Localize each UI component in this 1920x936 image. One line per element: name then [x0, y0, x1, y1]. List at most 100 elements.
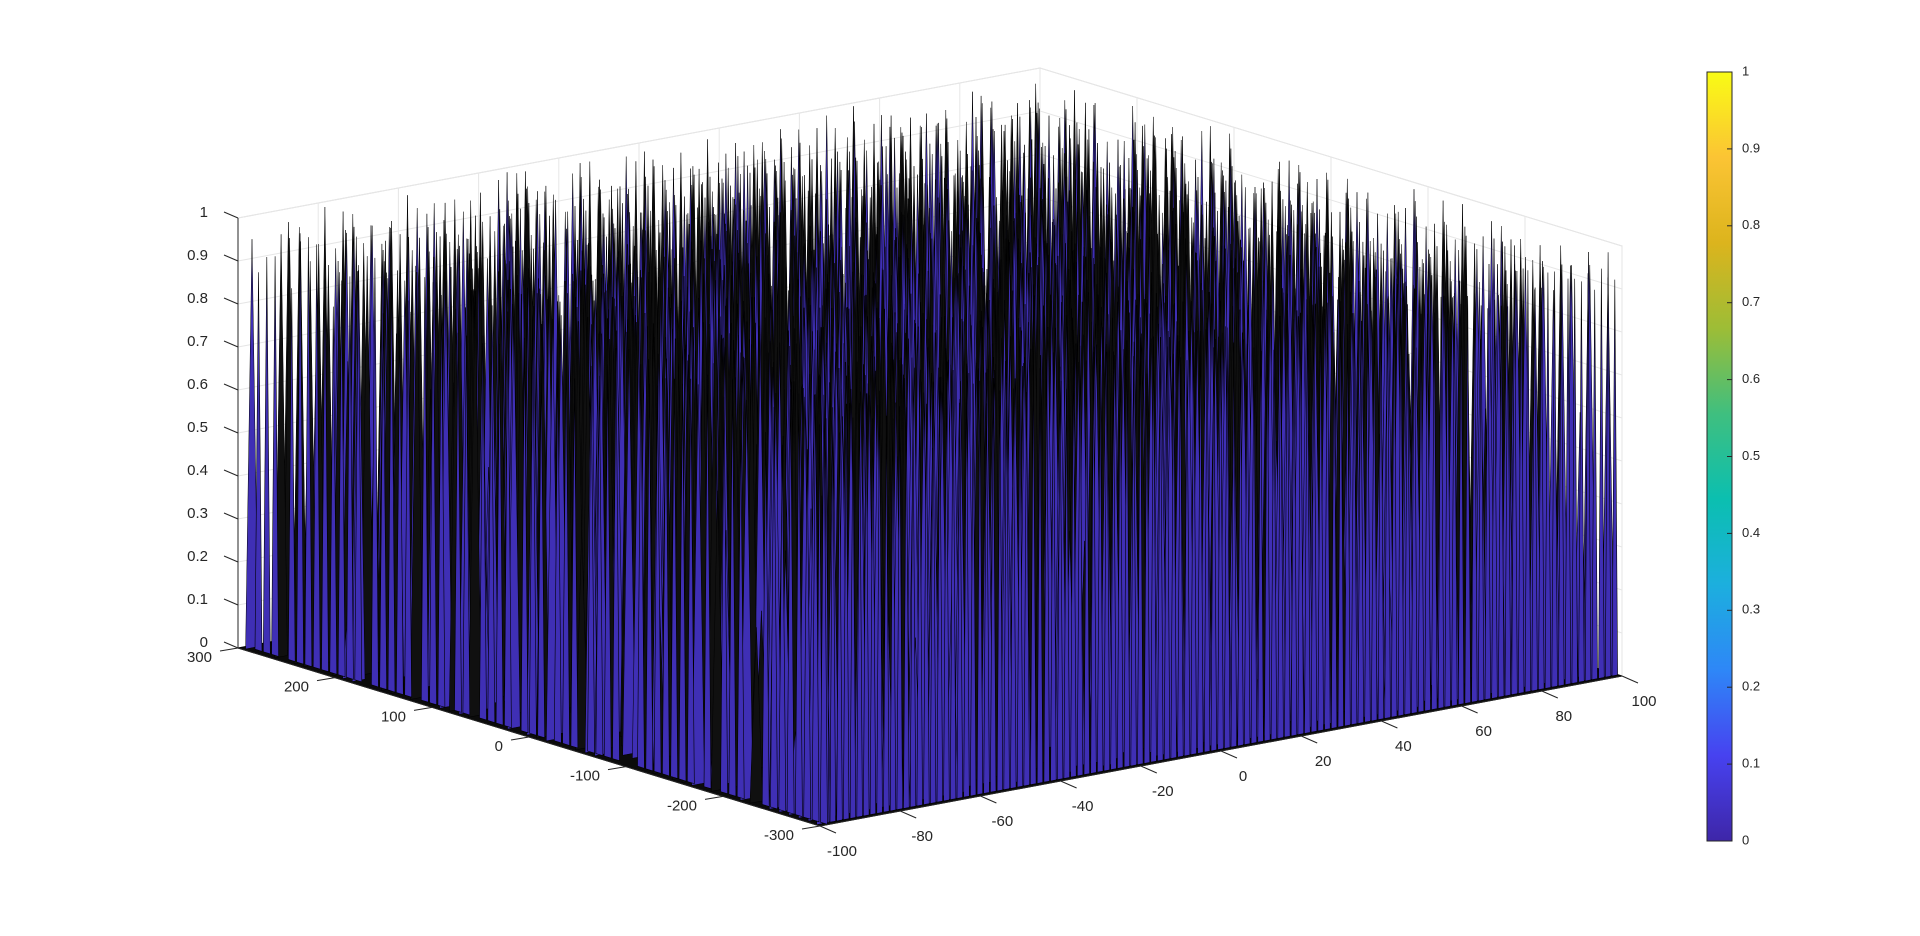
surface-spike-side — [795, 393, 803, 818]
surface-spike-side — [495, 343, 504, 726]
x-tick-label: 20 — [1315, 753, 1332, 770]
y-tick-label: -300 — [764, 827, 794, 844]
surface-spike-front — [1277, 321, 1284, 739]
surface-spike-front — [1504, 306, 1512, 697]
surface-spike-front — [1250, 347, 1258, 744]
surface-spike-front — [929, 381, 937, 804]
surface-spike-front — [1571, 278, 1578, 684]
surface-spike-side — [770, 406, 778, 810]
y-axis: -300 -200 -100 0 100 200 300 — [187, 647, 821, 844]
x-tick-mark — [980, 795, 997, 804]
z-tick-mark — [223, 383, 239, 391]
y-tick-label: 300 — [187, 649, 212, 666]
surface-spike-front — [1203, 322, 1211, 753]
surface-spike — [360, 256, 374, 676]
y-tick-label: 0 — [495, 738, 503, 755]
surface-spike-front — [1016, 368, 1024, 788]
y-tick-mark — [219, 647, 239, 652]
surface-spike-front — [1030, 364, 1037, 786]
surface-spike-front — [1451, 293, 1458, 707]
surface-spike-front — [1304, 314, 1311, 734]
surface-spike-front — [1197, 330, 1204, 754]
surface-spike-front — [1076, 345, 1084, 777]
surface-spike-front — [909, 410, 917, 808]
surface-spike — [468, 290, 482, 718]
x-tick-label: 0 — [1239, 768, 1247, 785]
x-tick-label: -100 — [827, 843, 857, 860]
surface-spike-front — [1110, 371, 1117, 771]
surface-spike-front — [1330, 332, 1338, 729]
z-tick-mark — [223, 469, 239, 477]
surface-spike-front — [1117, 356, 1124, 769]
surface-spike-side — [537, 370, 546, 739]
z-tick-label: 0.5 — [187, 419, 208, 436]
z-tick-label: 0.9 — [187, 247, 208, 264]
z-tick-mark — [223, 555, 239, 563]
x-tick-mark — [1140, 765, 1158, 774]
surface-spike-side — [736, 430, 745, 800]
surface-spike — [749, 627, 763, 804]
surface-spike-front — [1344, 324, 1351, 727]
surface-spike-front — [1003, 382, 1010, 791]
surface-spike-side — [346, 276, 354, 680]
surface-spike-side — [387, 270, 396, 693]
y-tick-mark — [413, 706, 433, 711]
surface-spike-side — [529, 319, 537, 736]
surface-spike-side — [254, 272, 263, 652]
surface-spike-side — [653, 385, 662, 774]
surface-spike-side — [304, 237, 313, 668]
surface-spike-front — [1437, 296, 1445, 709]
surface-spike-side — [395, 327, 404, 696]
surface-spike-side — [595, 375, 604, 757]
surface-spike-front — [1384, 298, 1391, 719]
surface-spike-front — [1591, 289, 1598, 681]
y-tick-label: 100 — [381, 708, 406, 725]
surface-spike-front — [849, 417, 857, 819]
surface-spike-side — [329, 306, 338, 675]
surface-spike-front — [1123, 340, 1131, 768]
colorbar-tick-label: 0.1 — [1742, 756, 1760, 771]
surface-spike-side — [720, 396, 728, 795]
surface-spike — [410, 272, 424, 700]
surface-spike-front — [1290, 319, 1298, 737]
colorbar-tick-label: 0.4 — [1742, 525, 1760, 540]
surface-spike-front — [1538, 287, 1545, 691]
surface-spike-front — [1324, 302, 1331, 731]
surface-spike-front — [1558, 280, 1565, 687]
x-tick-label: -80 — [911, 828, 933, 845]
surface-spike-front — [1177, 357, 1184, 758]
surface-spike-front — [1564, 278, 1572, 686]
surface-spike-front — [1350, 312, 1358, 726]
surface-spike-front — [889, 418, 897, 812]
surface-spike-side — [487, 329, 496, 724]
surface-spike-front — [863, 393, 870, 817]
y-tick-label: -200 — [667, 797, 697, 814]
surface-spike-front — [1464, 295, 1471, 704]
surface-spike-front — [1070, 352, 1077, 778]
surface-spike-front — [1598, 268, 1605, 679]
surface-spike-front — [1310, 324, 1318, 733]
surface-spike-front — [1230, 342, 1237, 748]
z-tick-label: 0.4 — [187, 462, 208, 479]
surface-spike-front — [1371, 319, 1378, 722]
surface-spike-side — [703, 374, 712, 790]
surface-spike-front — [1491, 299, 1498, 699]
surface-spike-front — [1257, 330, 1264, 743]
z-tick-label: 0.7 — [187, 333, 208, 350]
colorbar-tick-label: 0.7 — [1742, 294, 1760, 309]
z-tick-mark — [223, 426, 239, 434]
surface-spike-side — [271, 256, 279, 657]
y-tick-mark — [704, 795, 724, 800]
x-tick-mark — [1300, 735, 1318, 744]
surface-spike-front — [876, 390, 883, 814]
surface-spike-front — [1103, 351, 1111, 772]
surface-spike-front — [1143, 373, 1151, 764]
surface-spike — [245, 239, 259, 650]
surface-plot — [237, 83, 1623, 827]
surface-spike-front — [1411, 287, 1418, 714]
x-tick-mark — [1461, 705, 1478, 714]
surface-spike-side — [786, 389, 795, 815]
y-tick-label: 200 — [284, 679, 309, 696]
surface-spike-front — [983, 403, 990, 794]
